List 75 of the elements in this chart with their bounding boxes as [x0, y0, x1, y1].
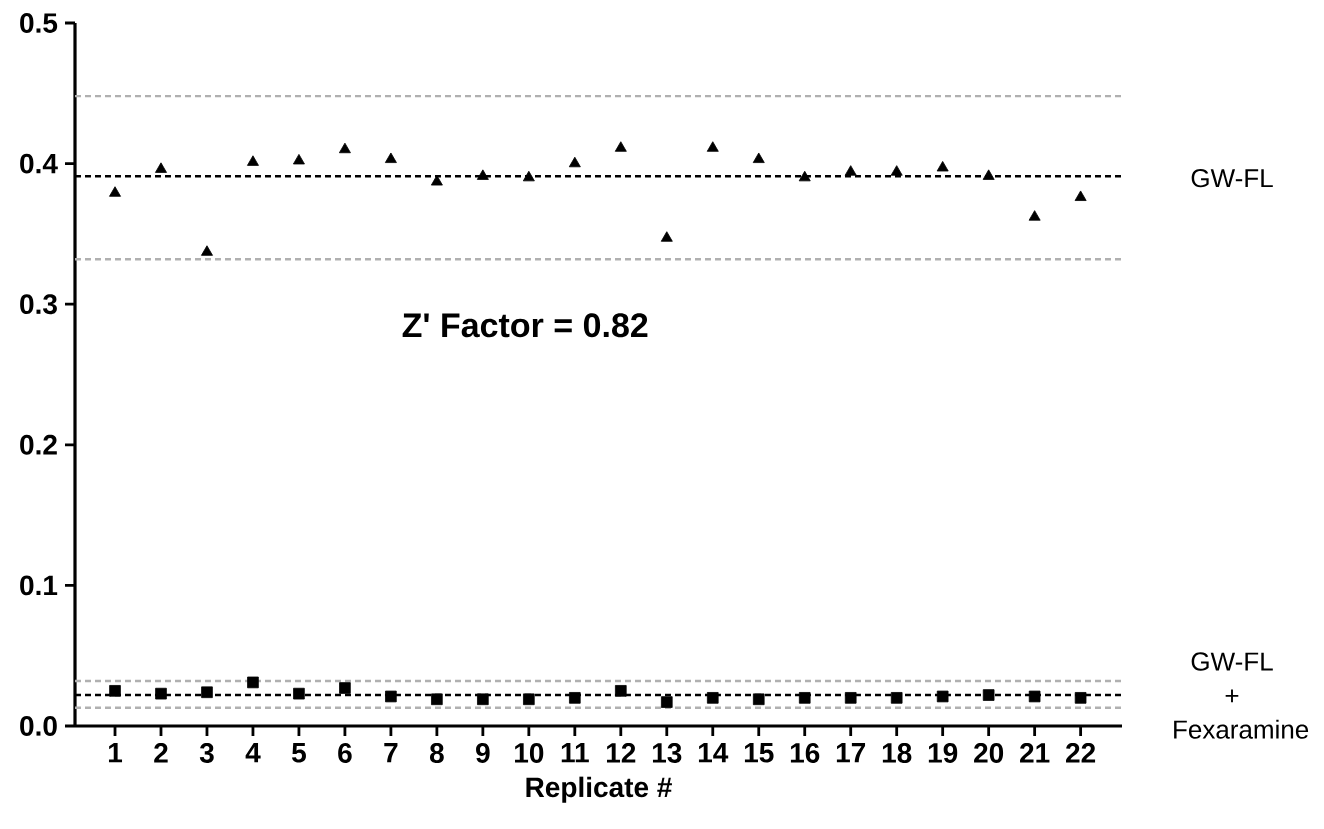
- point: [155, 687, 167, 700]
- point: [384, 152, 397, 163]
- point: [201, 686, 213, 699]
- point: [155, 162, 167, 173]
- point: [660, 231, 673, 242]
- x-tick-label: 13: [652, 743, 682, 763]
- point: [1074, 190, 1087, 201]
- x-tick-label: 1: [108, 743, 123, 763]
- x-tick-label: 6: [338, 743, 352, 763]
- point: [706, 141, 719, 152]
- point: [477, 693, 489, 706]
- x-tick-label: 18: [882, 743, 912, 763]
- x-tick-label: 20: [974, 743, 1004, 763]
- point: [890, 165, 903, 176]
- point: [247, 155, 259, 166]
- y-tick-label: 0.4: [20, 153, 58, 174]
- y-tick-label: 0.3: [20, 294, 57, 315]
- point: [109, 685, 121, 697]
- point: [522, 170, 535, 182]
- x-tick-label: 15: [744, 743, 774, 763]
- point: [247, 676, 259, 689]
- y-tick-label: 0.1: [20, 575, 58, 596]
- x-tick-label: 4: [245, 743, 261, 763]
- point: [844, 165, 857, 176]
- x-tick-label: 19: [928, 743, 958, 763]
- point: [890, 692, 903, 704]
- point: [568, 156, 581, 168]
- x-tick-label: 22: [1066, 743, 1096, 763]
- point: [293, 153, 305, 165]
- point: [431, 693, 443, 706]
- point: [614, 141, 627, 152]
- point: [385, 690, 397, 703]
- point: [615, 685, 627, 697]
- y-tick-label: 0.5: [20, 13, 58, 33]
- point: [936, 161, 949, 172]
- point: [798, 692, 811, 704]
- x-tick-label: 12: [606, 743, 636, 763]
- y-tick-label: 0.2: [20, 434, 57, 455]
- y-tick-label: 0.0: [20, 716, 57, 736]
- x-tick-label: 3: [199, 743, 214, 763]
- text: GW-FL + Fexaramine: [1174, 652, 1309, 739]
- point: [339, 682, 351, 694]
- point: [476, 169, 489, 180]
- point: [1074, 692, 1087, 704]
- point: [109, 186, 121, 197]
- point: [982, 169, 995, 180]
- point: [201, 245, 213, 256]
- x-tick-label: 21: [1020, 743, 1050, 763]
- text: GW-FL: [1191, 168, 1273, 188]
- x-tick-label: 8: [429, 743, 444, 763]
- point: [706, 692, 719, 704]
- point: [752, 693, 765, 706]
- x-tick-label: 9: [476, 743, 490, 763]
- point: [293, 687, 305, 700]
- point: [752, 152, 765, 163]
- x-tick-label: 2: [154, 743, 168, 763]
- point: [1028, 690, 1041, 703]
- point: [844, 692, 857, 704]
- point: [798, 170, 811, 182]
- point: [1028, 210, 1041, 221]
- x-tick-label: 17: [836, 743, 866, 763]
- point: [523, 693, 535, 706]
- x-tick-label: 14: [698, 743, 729, 763]
- point: [982, 689, 995, 701]
- point: [936, 690, 949, 703]
- x-tick-label: 7: [384, 743, 398, 763]
- x-tick-label: 11: [561, 743, 589, 763]
- point: [569, 692, 581, 704]
- point: [338, 142, 351, 154]
- x-tick-label: 10: [515, 743, 544, 763]
- x-axis-title: Replicate #: [526, 776, 672, 803]
- annotation: Z' Factor = 0.82: [402, 313, 648, 338]
- x-tick-label: 5: [292, 743, 306, 763]
- x-tick-label: 16: [790, 743, 820, 763]
- point: [660, 696, 673, 708]
